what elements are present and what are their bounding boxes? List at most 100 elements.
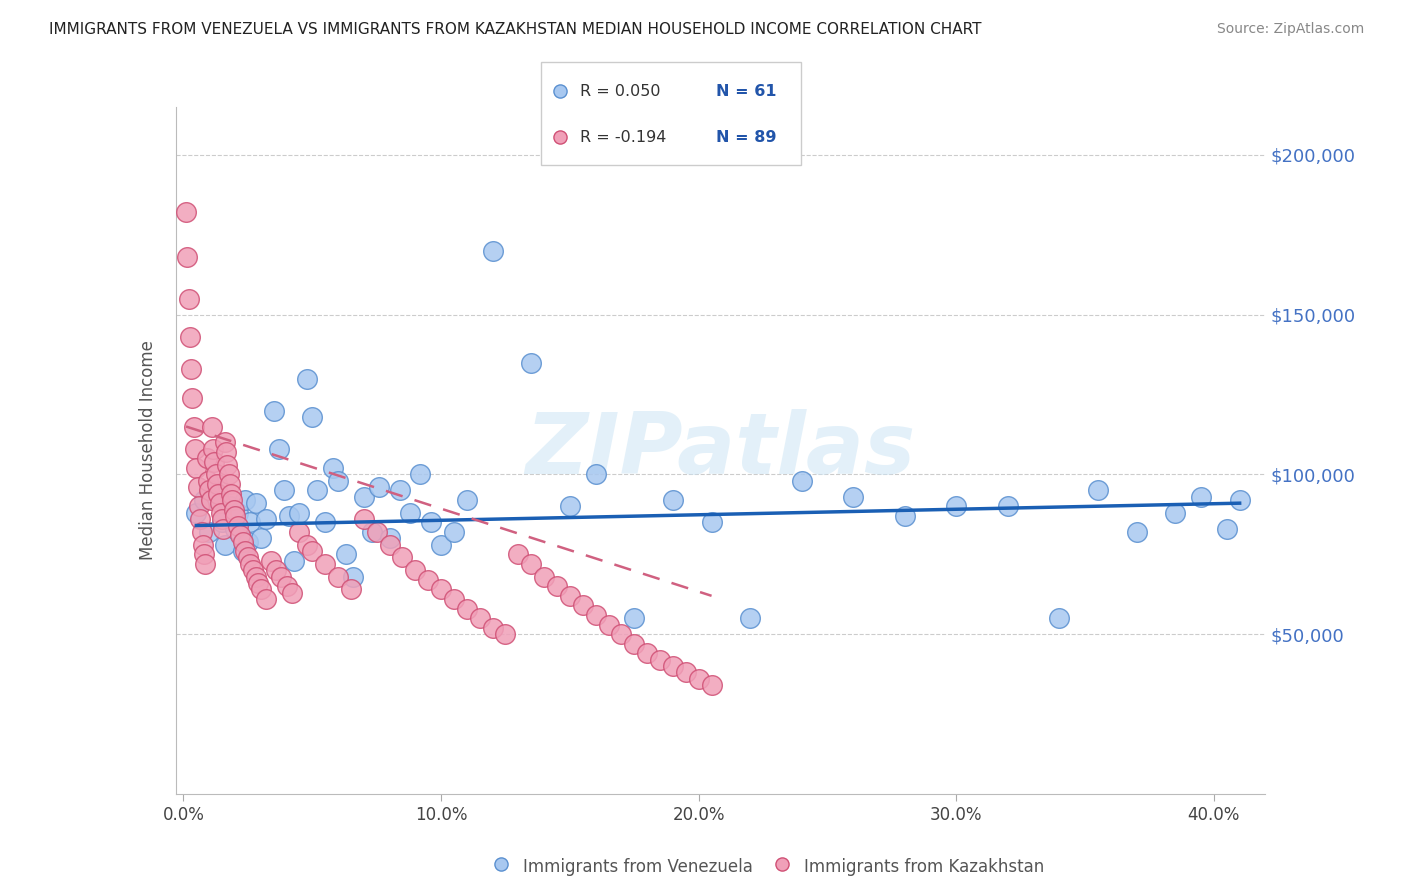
Point: [571, 599, 593, 613]
Point: [202, 442, 225, 456]
Point: [181, 391, 204, 405]
Point: [273, 483, 295, 498]
Point: [770, 857, 793, 871]
Point: [314, 557, 336, 571]
Point: [188, 512, 211, 526]
Point: [217, 458, 239, 472]
Point: [468, 611, 491, 625]
Point: [391, 550, 413, 565]
Text: N = 61: N = 61: [716, 84, 776, 99]
Point: [200, 493, 222, 508]
Point: [295, 371, 318, 385]
Point: [224, 508, 246, 523]
Point: [353, 490, 375, 504]
Point: [264, 563, 287, 577]
Point: [215, 445, 238, 459]
Point: [508, 547, 530, 561]
Point: [548, 130, 571, 145]
Point: [419, 516, 441, 530]
Point: [610, 627, 633, 641]
Point: [340, 582, 363, 597]
Point: [263, 403, 285, 417]
Point: [222, 502, 245, 516]
Point: [211, 512, 233, 526]
Point: [585, 607, 607, 622]
FancyBboxPatch shape: [541, 62, 801, 165]
Point: [700, 678, 723, 692]
Point: [247, 576, 270, 591]
Point: [623, 637, 645, 651]
Point: [211, 516, 233, 530]
Point: [430, 538, 453, 552]
Point: [270, 569, 292, 583]
Point: [662, 493, 685, 508]
Point: [218, 500, 240, 514]
Point: [276, 579, 298, 593]
Point: [1229, 493, 1251, 508]
Point: [191, 538, 214, 552]
Point: [198, 524, 221, 539]
Point: [481, 621, 503, 635]
Point: [176, 250, 198, 264]
Point: [842, 490, 865, 504]
Point: [249, 582, 271, 597]
Point: [997, 500, 1019, 514]
Point: [209, 506, 232, 520]
Point: [194, 557, 217, 571]
Point: [378, 531, 401, 545]
Point: [184, 442, 207, 456]
Text: IMMIGRANTS FROM VENEZUELA VS IMMIGRANTS FROM KAZAKHSTAN MEDIAN HOUSEHOLD INCOME : IMMIGRANTS FROM VENEZUELA VS IMMIGRANTS …: [49, 22, 981, 37]
Point: [314, 516, 336, 530]
Point: [236, 550, 259, 565]
Point: [1087, 483, 1109, 498]
Point: [623, 611, 645, 625]
Point: [260, 554, 283, 568]
Point: [636, 646, 658, 660]
Point: [598, 617, 620, 632]
Point: [224, 522, 246, 536]
Point: [326, 474, 349, 488]
Point: [1047, 611, 1070, 625]
Text: N = 89: N = 89: [716, 130, 776, 145]
Point: [278, 508, 301, 523]
Point: [187, 500, 209, 514]
Point: [533, 569, 555, 583]
Point: [342, 569, 364, 583]
Point: [239, 557, 262, 571]
Point: [945, 500, 967, 514]
Point: [443, 592, 465, 607]
Point: [399, 506, 422, 520]
Point: [229, 528, 252, 542]
Point: [301, 544, 323, 558]
Point: [208, 496, 231, 510]
Point: [232, 544, 254, 558]
Point: [221, 493, 243, 508]
Point: [675, 665, 697, 680]
Point: [295, 538, 318, 552]
Point: [202, 483, 225, 498]
Point: [249, 531, 271, 545]
Point: [202, 455, 225, 469]
Point: [1216, 522, 1239, 536]
Point: [662, 659, 685, 673]
Point: [245, 569, 267, 583]
Point: [197, 474, 219, 488]
Point: [790, 474, 813, 488]
Text: ZIPatlas: ZIPatlas: [526, 409, 915, 492]
Point: [301, 409, 323, 424]
Point: [233, 544, 256, 558]
Point: [404, 563, 426, 577]
Point: [740, 611, 762, 625]
Point: [226, 518, 249, 533]
Point: [242, 563, 264, 577]
Point: [326, 569, 349, 583]
Point: [201, 419, 224, 434]
Point: [179, 330, 201, 344]
Point: [366, 524, 388, 539]
Text: R = -0.194: R = -0.194: [581, 130, 666, 145]
Point: [368, 480, 391, 494]
Point: [186, 506, 208, 520]
Point: [520, 557, 543, 571]
Point: [388, 483, 411, 498]
Point: [212, 522, 235, 536]
